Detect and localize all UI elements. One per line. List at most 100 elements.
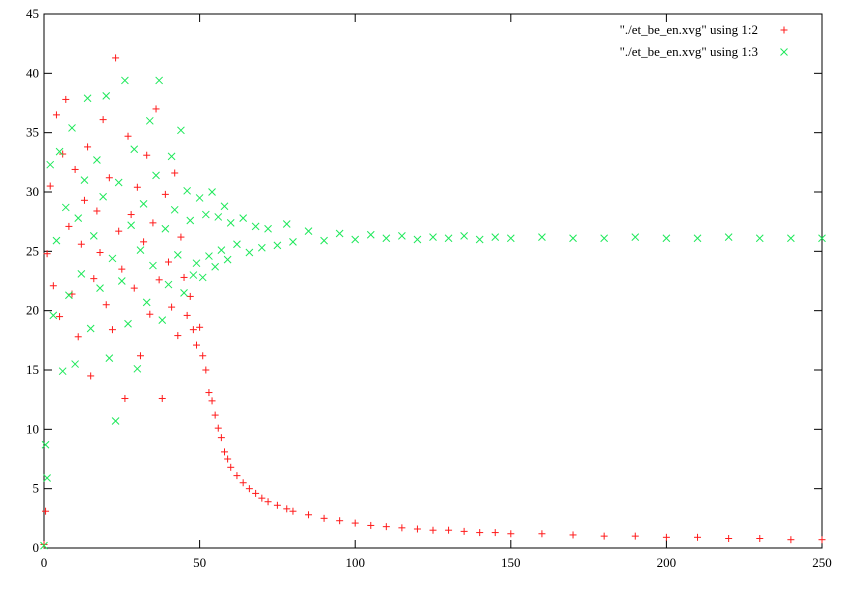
series-1 [40,54,826,548]
data-point [756,535,764,543]
data-point [84,143,92,151]
data-point [149,219,157,227]
legend-marker-glyph [780,26,788,34]
data-point [86,324,95,333]
data-point [538,233,546,241]
data-point [77,240,85,248]
data-point [40,540,48,548]
data-point [506,234,515,243]
data-point [818,536,826,544]
data-point [398,524,406,532]
data-point [74,333,82,341]
data-point [220,202,229,211]
data-point [65,291,73,300]
data-point [93,207,101,215]
data-point [289,507,297,515]
data-point [445,526,453,534]
data-point [124,319,132,328]
data-point [121,394,129,402]
data-point [214,424,222,432]
data-point [725,535,733,543]
data-point [96,249,104,257]
data-point [164,258,172,266]
plot-frame [43,13,823,549]
data-point [320,236,328,245]
data-point [87,372,95,380]
data-point [569,531,577,539]
data-point [105,354,114,362]
y-tick-label: 5 [33,481,40,496]
data-point [186,292,194,300]
data-point [211,411,219,419]
series-2 [40,76,826,550]
data-point [108,326,116,334]
data-point [96,284,104,292]
data-point [155,76,163,85]
data-point [205,252,213,260]
data-point [93,156,101,164]
data-point [180,289,188,297]
data-point [787,536,795,544]
data-point [133,364,142,373]
data-point [56,313,64,321]
data-point [233,240,241,249]
data-point [694,533,702,541]
data-point [89,232,98,240]
data-point [257,243,266,252]
data-point [174,332,182,340]
data-point [569,234,577,243]
data-point [49,282,57,290]
data-point [195,194,204,202]
data-point [99,116,107,124]
data-point [787,234,795,243]
data-point [121,76,129,85]
data-point [491,233,500,241]
data-point [173,251,182,259]
data-point [367,521,375,529]
data-point [59,150,67,158]
data-point [177,126,185,135]
data-point [252,489,260,497]
data-point [382,523,390,531]
x-tick-label: 0 [41,555,48,570]
data-point [115,227,123,235]
data-point [118,265,126,273]
data-point [90,275,98,283]
data-point [65,222,73,230]
y-axis: 0 5 10 15 20 25 30 35 40 45 [26,6,822,555]
data-point [130,284,138,292]
data-point [336,517,344,525]
data-point [192,341,200,349]
data-point [211,262,220,271]
x-tick-label: 200 [657,555,677,570]
data-point [239,214,248,222]
data-point [491,529,499,537]
data-point [161,190,169,198]
y-tick-label: 15 [26,362,39,377]
data-point [133,183,141,191]
data-point [164,280,173,289]
data-point [818,234,826,243]
data-point [201,210,210,219]
data-point [58,367,67,376]
data-point [145,116,154,125]
data-point [631,233,640,241]
data-point [413,525,421,533]
data-point [136,246,145,255]
data-point [68,124,76,132]
data-point [264,224,272,233]
data-point [217,246,226,255]
data-point [273,501,281,509]
series-layer [40,54,826,550]
data-point [170,205,179,214]
data-point [202,366,210,374]
data-point [258,494,266,502]
data-point [429,233,437,241]
data-point [117,277,126,285]
data-point [158,394,166,402]
y-tick-label: 25 [26,243,39,258]
data-point [366,230,375,239]
data-point [476,529,484,537]
data-point [631,532,639,540]
